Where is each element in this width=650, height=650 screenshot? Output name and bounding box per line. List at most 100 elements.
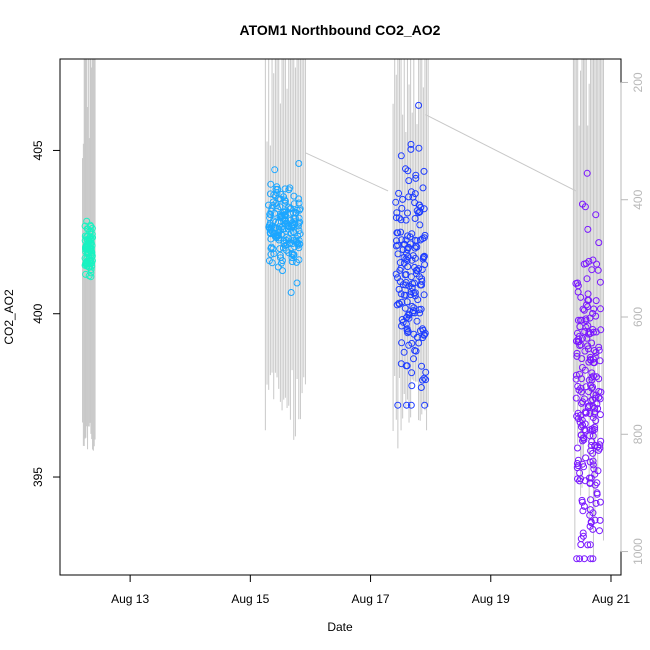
data-point (420, 205, 428, 213)
data-point (407, 401, 415, 409)
right-tick-label: 1000 (631, 538, 645, 565)
data-point (597, 326, 605, 334)
data-point (393, 237, 400, 245)
data-point (579, 532, 587, 540)
data-point (267, 180, 275, 188)
x-tick-label: Aug 21 (592, 592, 630, 606)
data-point (397, 228, 405, 236)
data-point (582, 408, 589, 416)
data-point (412, 174, 420, 182)
data-point (392, 270, 400, 278)
data-point (279, 244, 287, 252)
data-point (576, 477, 583, 485)
y-tick-label: 405 (31, 140, 45, 160)
data-point (88, 257, 96, 265)
data-point (574, 282, 582, 290)
data-point (415, 101, 423, 109)
data-point (404, 253, 412, 261)
data-point (578, 399, 585, 407)
data-point (294, 241, 302, 249)
data-point (404, 232, 412, 240)
data-point (411, 244, 419, 252)
data-point (269, 198, 277, 206)
data-point (397, 290, 405, 298)
data-point (87, 235, 95, 243)
data-point (402, 216, 410, 224)
x-axis: Aug 13 Aug 15 Aug 17 Aug 19 Aug 21 (111, 574, 630, 606)
data-point (397, 152, 405, 160)
data-point (402, 249, 410, 257)
data-point (581, 203, 589, 211)
data-point (403, 362, 411, 370)
data-point (290, 200, 298, 208)
data-point (581, 347, 589, 355)
data-point (586, 410, 594, 417)
data-point (411, 190, 419, 198)
data-point (584, 225, 592, 233)
data-point (589, 449, 597, 457)
data-point (395, 285, 403, 293)
data-point (586, 479, 594, 487)
data-point (275, 225, 283, 233)
data-point (266, 214, 274, 222)
data-point (274, 205, 282, 213)
data-point (272, 218, 280, 226)
x-tick-label: Aug 19 (472, 592, 510, 606)
data-point (574, 444, 581, 452)
data-point (404, 209, 411, 217)
data-point (395, 299, 403, 307)
data-point (415, 144, 423, 152)
data-point (419, 376, 426, 384)
data-point (287, 229, 295, 237)
data-point (399, 195, 407, 203)
data-point (411, 236, 419, 244)
data-point (394, 250, 402, 258)
data-point (573, 460, 581, 467)
data-point (573, 352, 581, 360)
data-point (574, 316, 582, 324)
data-point (579, 398, 587, 406)
data-point (581, 427, 589, 435)
data-point (403, 325, 411, 333)
x-axis-label: Date (327, 620, 353, 634)
data-point (574, 456, 582, 464)
data-point (412, 171, 420, 179)
data-point (405, 314, 413, 322)
data-point (584, 342, 592, 350)
data-point (279, 267, 286, 275)
data-point (421, 401, 429, 409)
data-point (573, 555, 581, 563)
data-point (422, 368, 430, 376)
data-point (589, 457, 597, 465)
data-point (597, 305, 604, 313)
data-point (396, 259, 404, 267)
data-point (589, 555, 597, 563)
data-point (82, 244, 90, 252)
data-point (579, 334, 586, 342)
data-point (393, 301, 401, 309)
background-connector-1 (305, 152, 389, 192)
data-point (584, 345, 592, 353)
background-series (82, 59, 604, 562)
data-point (409, 252, 417, 260)
data-point (266, 210, 274, 218)
data-point (295, 160, 303, 167)
data-point (583, 169, 591, 177)
x-tick-label: Aug 15 (231, 592, 269, 606)
data-point (586, 402, 593, 410)
data-point (267, 244, 275, 252)
data-point (588, 384, 596, 392)
data-point (285, 249, 293, 257)
data-point (591, 442, 599, 450)
data-point (419, 325, 426, 333)
data-point (403, 298, 411, 306)
data-point (591, 394, 599, 402)
data-point (287, 222, 295, 230)
data-point (591, 516, 599, 524)
data-point (413, 207, 421, 215)
data-point (579, 507, 587, 515)
data-point (402, 279, 410, 286)
data-point (276, 245, 284, 253)
right-tick-label: 600 (631, 307, 645, 327)
